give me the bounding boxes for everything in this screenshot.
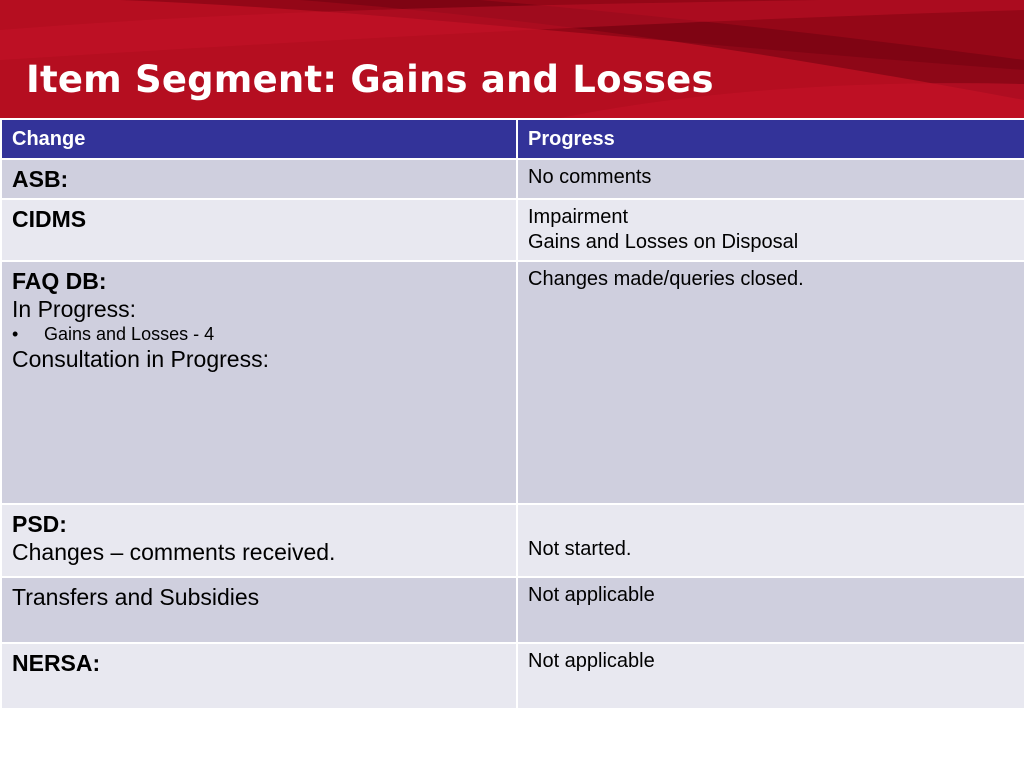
progress-text: Impairment [528, 206, 629, 228]
progress-cell: Not started. [516, 504, 1024, 578]
progress-text: Gains and Losses on Disposal [528, 231, 799, 253]
change-cell: PSD: Changes – comments received. [0, 504, 518, 578]
table-row: CIDMS Impairment Gains and Losses on Dis… [0, 199, 1024, 262]
header-wave-graphic [0, 0, 1024, 118]
change-cell: Transfers and Subsidies [0, 577, 518, 644]
change-text: In Progress: [12, 296, 136, 322]
progress-text: Not applicable [528, 584, 655, 606]
change-title: ASB: [12, 166, 69, 192]
progress-text: Not started. [528, 538, 632, 560]
page-title: Item Segment: Gains and Losses [26, 58, 714, 101]
progress-text: No comments [528, 166, 652, 188]
change-text: Changes – comments received. [12, 539, 336, 565]
change-title: PSD: [12, 511, 67, 537]
progress-text: Changes made/queries closed. [528, 268, 804, 290]
progress-cell: Not applicable [516, 577, 1024, 644]
change-cell: ASB: [0, 159, 518, 200]
bullet-item: • Gains and Losses - 4 [12, 323, 506, 345]
progress-cell: Not applicable [516, 643, 1024, 710]
change-cell: FAQ DB: In Progress: • Gains and Losses … [0, 261, 518, 505]
progress-cell: Changes made/queries closed. [516, 261, 1024, 505]
bullet-dot-icon: • [12, 324, 19, 344]
progress-cell: No comments [516, 159, 1024, 200]
change-text: Consultation in Progress: [12, 346, 269, 372]
progress-cell: Impairment Gains and Losses on Disposal [516, 199, 1024, 262]
column-header-change: Change [0, 119, 518, 160]
table-row: Transfers and Subsidies Not applicable [0, 577, 1024, 644]
change-text: Transfers and Subsidies [12, 584, 260, 610]
change-title: NERSA: [12, 650, 101, 676]
table-header-row: Change Progress [0, 119, 1024, 160]
change-cell: CIDMS [0, 199, 518, 262]
column-header-progress: Progress [516, 119, 1024, 160]
change-title: CIDMS [12, 206, 87, 232]
change-cell: NERSA: [0, 643, 518, 710]
progress-text: Not applicable [528, 650, 655, 672]
bullet-text: Gains and Losses - 4 [44, 324, 215, 344]
table-row: PSD: Changes – comments received. Not st… [0, 504, 1024, 578]
slide-header: Item Segment: Gains and Losses [0, 0, 1024, 118]
table-row: FAQ DB: In Progress: • Gains and Losses … [0, 261, 1024, 505]
table-row: ASB: No comments [0, 159, 1024, 200]
change-title: FAQ DB: [12, 268, 107, 294]
table-row: NERSA: Not applicable [0, 643, 1024, 710]
gains-losses-table: Change Progress ASB: No comments CIDMS I… [0, 119, 1024, 710]
